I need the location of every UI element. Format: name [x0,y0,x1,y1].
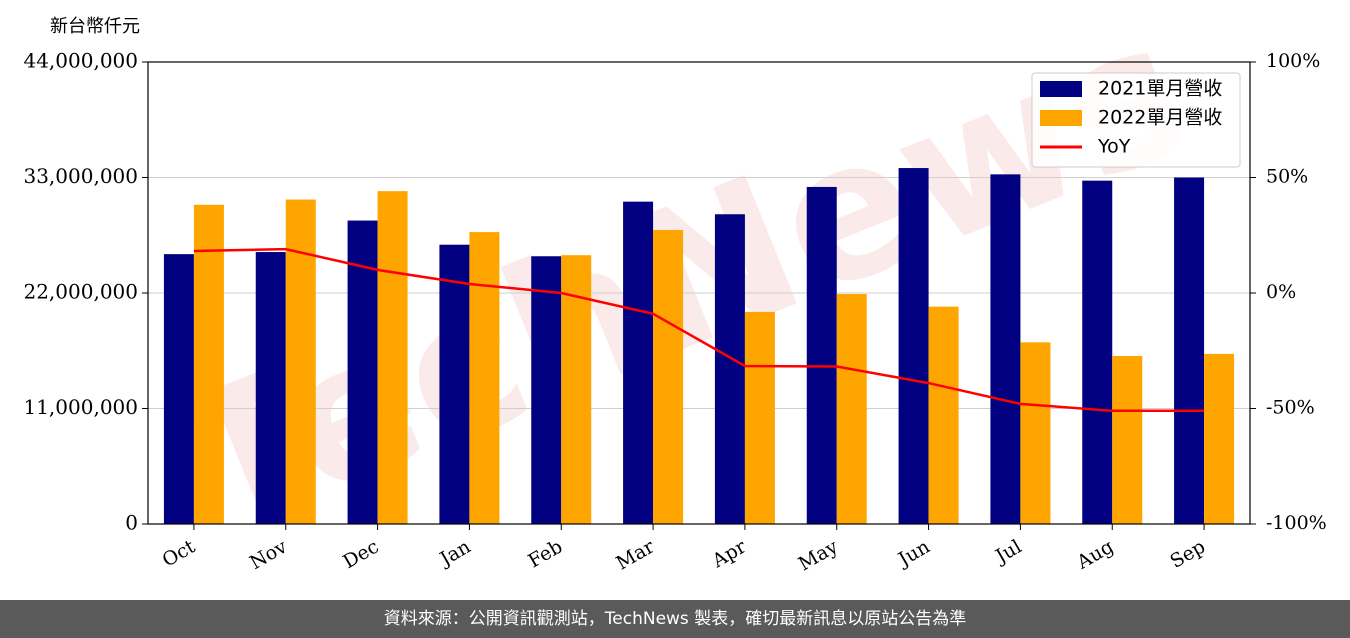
bar [347,220,378,525]
x-tick-label: Jul [990,536,1025,569]
line [193,247,1205,413]
x-tick-label: Sep [1167,536,1210,573]
legend-swatch [1040,110,1082,126]
y2-tick-label: 100% [1266,50,1320,72]
x-tick-label: Jun [893,536,934,572]
x-tick-label: Mar [613,535,659,574]
bar [193,204,224,525]
y-tick-label: 0 [125,511,138,535]
x-tick-label: Feb [524,536,566,573]
y2-tick-label: -50% [1266,397,1315,419]
x-tick-label: Jan [435,536,475,572]
bar [377,191,408,524]
bar [623,201,654,524]
bar [806,186,837,524]
legend-label: 2022單月營收 [1098,107,1222,129]
bar [531,256,562,524]
y2-tick-label: -100% [1266,512,1327,534]
bar [990,174,1021,524]
bar [1082,180,1113,524]
bar [1112,356,1143,524]
bar [1174,177,1205,524]
bar [928,306,959,524]
legend-label: YoY [1097,136,1131,158]
bar [714,214,745,524]
y2-tick-label: 0% [1266,281,1296,303]
bar [439,244,470,524]
bar [836,294,867,524]
x-tick-label: Dec [339,536,382,574]
x-tick-label: May [795,535,842,575]
x-tick-label: Aug [1072,536,1117,575]
y2-tick-label: 50% [1266,166,1308,188]
bar [744,311,775,524]
bar [653,230,684,524]
bar [898,168,929,525]
y-tick-label: 11,000,000 [23,395,138,419]
footer-bar [0,600,1350,638]
bar [1020,342,1051,524]
legend-label: 2021單月營收 [1098,78,1222,100]
bar [469,232,500,524]
legend-box [1031,72,1241,168]
footer-text: 資料來源：公開資訊觀測站，TechNews 製表，確切最新訊息以原站公告為準 [384,609,966,629]
y-tick-label: 33,000,000 [23,164,138,188]
bar [561,255,592,524]
x-tick-label: Apr [708,535,751,572]
x-tick-label: Oct [159,535,200,571]
y-tick-label: 22,000,000 [23,280,138,304]
plot-frame [147,61,1251,525]
bar [1204,353,1235,524]
bar [285,199,316,525]
y-tick-label: 44,000,000 [23,49,138,73]
y-axis-label: 新台幣仟元 [50,16,140,37]
legend-swatch [1040,81,1082,97]
bar [255,252,286,525]
bar [163,254,194,524]
